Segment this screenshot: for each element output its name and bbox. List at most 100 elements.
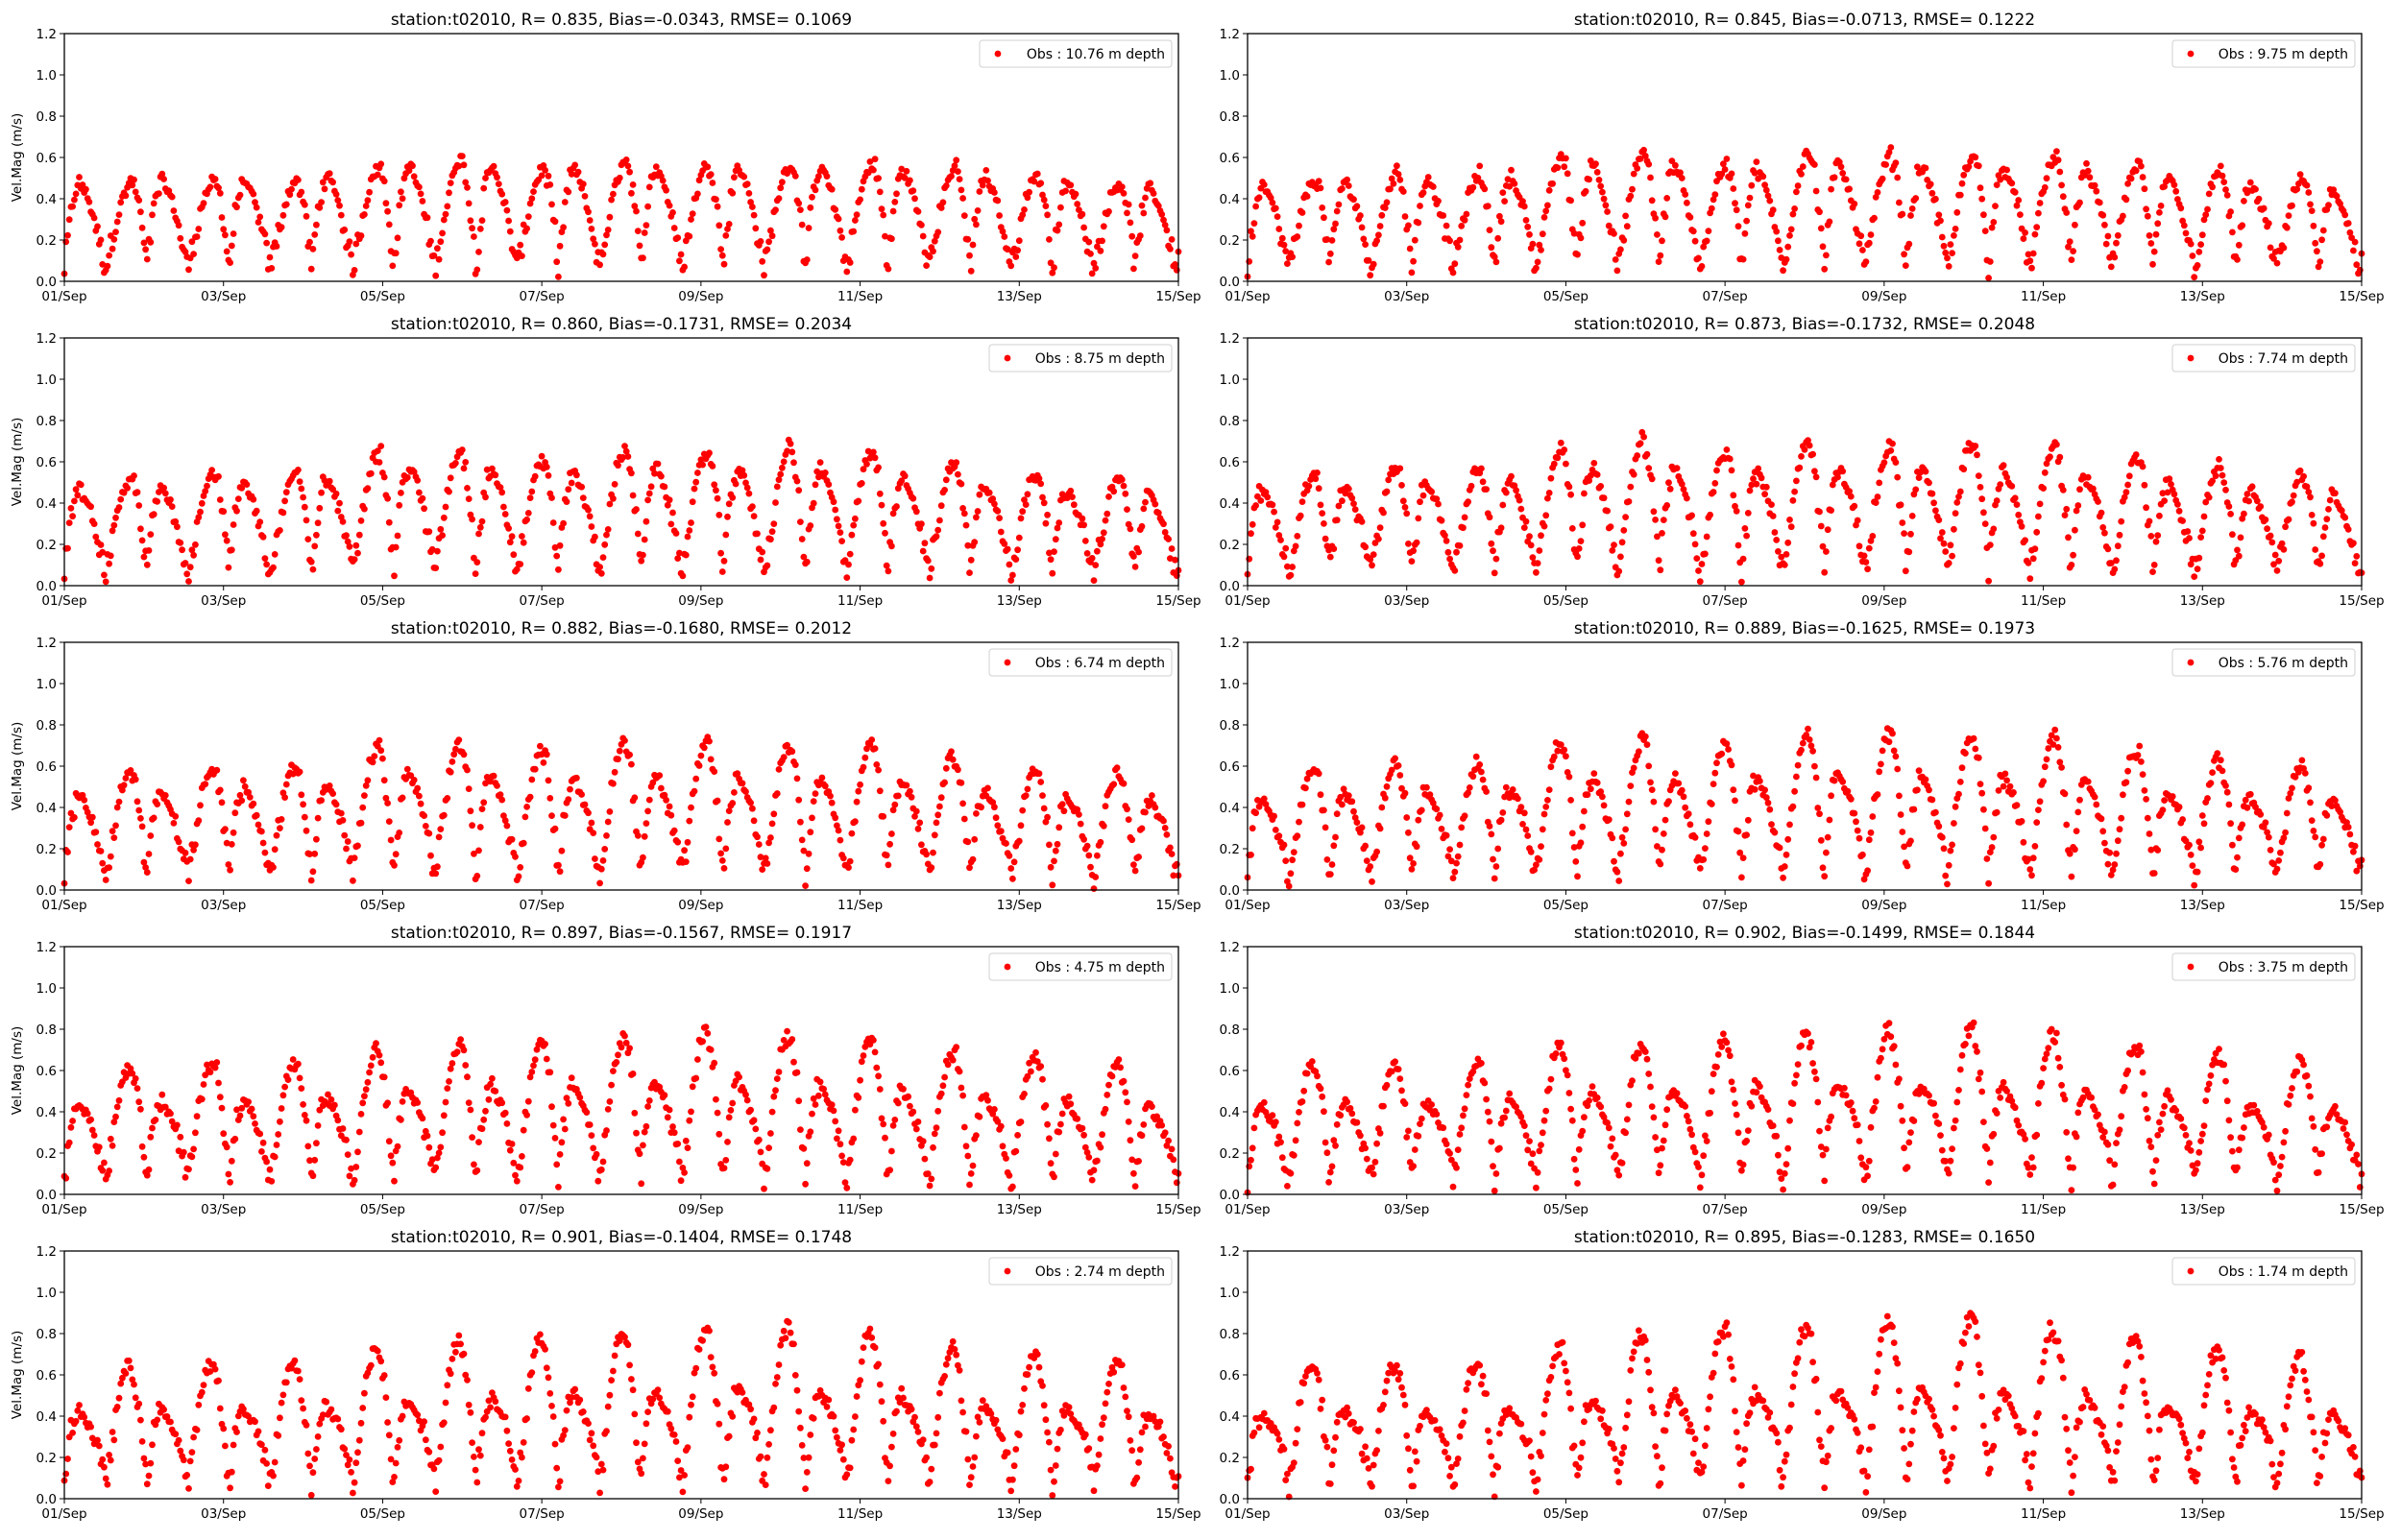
- data-point: [432, 273, 439, 279]
- data-point: [436, 1150, 443, 1157]
- data-point: [608, 1082, 615, 1089]
- data-point: [777, 184, 784, 191]
- data-point: [1863, 559, 1870, 565]
- data-point: [1978, 196, 1985, 203]
- data-point: [852, 818, 859, 825]
- x-tick-label: 07/Sep: [1703, 593, 1748, 609]
- data-point: [1661, 830, 1667, 837]
- data-point: [1672, 162, 1679, 169]
- data-point: [414, 1099, 421, 1106]
- data-point: [667, 1107, 673, 1114]
- data-point: [977, 492, 983, 498]
- legend-label: Obs : 6.74 m depth: [1035, 656, 1165, 671]
- data-point: [1162, 1129, 1169, 1136]
- data-point: [1281, 242, 1288, 249]
- data-point: [174, 1122, 181, 1129]
- data-point: [1299, 209, 1306, 216]
- data-point: [792, 761, 799, 768]
- data-point: [1982, 228, 1989, 234]
- data-point: [1521, 809, 1528, 816]
- data-point: [1098, 248, 1104, 254]
- data-point: [812, 1101, 819, 1108]
- data-point: [389, 263, 396, 270]
- data-point: [2345, 824, 2352, 830]
- data-point: [1611, 858, 1617, 865]
- data-point: [2015, 197, 2022, 204]
- data-point: [1043, 203, 1050, 209]
- data-point: [2261, 205, 2268, 212]
- data-point: [425, 1144, 432, 1151]
- data-point: [112, 229, 119, 235]
- data-point: [2268, 847, 2274, 854]
- data-point: [1281, 554, 1288, 561]
- data-point: [114, 805, 121, 811]
- data-point: [147, 239, 154, 246]
- data-point: [462, 459, 469, 466]
- y-axis-label: Vel.Mag (m/s): [10, 722, 25, 811]
- data-point: [1620, 840, 1627, 847]
- data-point: [1012, 1148, 1019, 1155]
- data-point: [643, 820, 650, 827]
- data-point: [441, 515, 448, 521]
- data-point: [2171, 181, 2178, 188]
- data-point: [1889, 731, 1896, 737]
- data-point: [552, 218, 559, 225]
- data-point: [1899, 211, 1905, 218]
- y-tick-label: 0.6: [36, 455, 57, 470]
- data-point: [475, 249, 482, 255]
- legend-marker: [2188, 660, 2195, 666]
- data-point: [2058, 182, 2065, 189]
- data-point: [275, 1131, 281, 1138]
- data-point: [2219, 768, 2226, 775]
- data-point: [1745, 510, 1752, 517]
- data-point: [1820, 864, 1827, 871]
- data-point: [2060, 193, 2067, 200]
- data-point: [872, 1049, 879, 1056]
- data-point: [1729, 468, 1735, 474]
- data-point: [759, 258, 765, 265]
- data-point: [1899, 519, 1905, 526]
- data-point: [1354, 819, 1361, 826]
- data-point: [2123, 779, 2130, 785]
- data-point: [358, 232, 365, 239]
- data-point: [1770, 513, 1777, 519]
- data-point: [589, 523, 595, 530]
- data-point: [1581, 491, 1588, 497]
- data-point: [1503, 784, 1510, 791]
- data-point: [711, 768, 717, 775]
- data-point: [2325, 202, 2332, 208]
- data-point: [961, 511, 968, 517]
- data-point: [147, 832, 154, 839]
- data-point: [2123, 196, 2130, 203]
- data-point: [859, 186, 865, 193]
- data-point: [1740, 556, 1747, 563]
- data-point: [1713, 468, 1720, 474]
- data-point: [1298, 513, 1304, 519]
- data-point: [462, 1062, 469, 1069]
- data-point: [838, 234, 845, 241]
- data-point: [2222, 487, 2229, 493]
- data-point: [263, 1159, 270, 1166]
- data-point: [1692, 541, 1699, 548]
- data-point: [726, 500, 733, 507]
- data-point: [1929, 797, 1936, 804]
- data-point: [1656, 557, 1662, 564]
- data-point: [1105, 208, 1112, 215]
- data-point: [1246, 556, 1252, 563]
- data-point: [2093, 188, 2099, 195]
- data-point: [156, 190, 162, 197]
- data-point: [868, 736, 875, 743]
- data-point: [201, 200, 207, 206]
- data-point: [1289, 856, 1296, 863]
- data-point: [2147, 240, 2154, 247]
- data-point: [729, 800, 736, 806]
- data-point: [1488, 831, 1494, 838]
- data-point: [721, 261, 728, 268]
- data-point: [971, 836, 978, 843]
- data-point: [2229, 531, 2236, 538]
- data-point: [553, 258, 560, 265]
- data-point: [361, 1093, 368, 1099]
- data-point: [212, 176, 219, 182]
- data-point: [1174, 267, 1180, 274]
- data-point: [1451, 260, 1458, 267]
